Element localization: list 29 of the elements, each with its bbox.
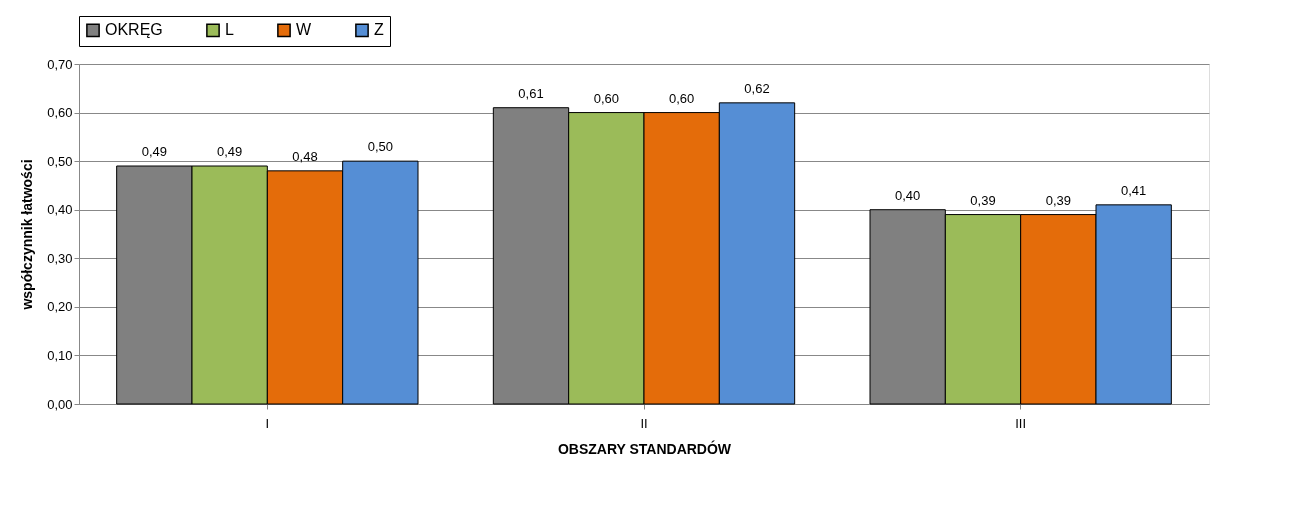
data-label: 0,49 — [141, 144, 167, 159]
legend-label: L — [225, 21, 234, 39]
y-tick-label: 0,40 — [47, 202, 73, 218]
legend-label: Z — [374, 21, 384, 39]
y-tick-label: 0,50 — [47, 153, 73, 169]
legend-label: W — [296, 21, 312, 39]
y-tick-label: 0,30 — [47, 250, 73, 266]
data-label: 0,41 — [1121, 182, 1147, 198]
data-label: 0,60 — [669, 90, 695, 106]
y-tick-label: 0,70 — [47, 56, 73, 72]
data-label: 0,40 — [895, 187, 921, 203]
y-tick-label: 0,20 — [47, 299, 73, 315]
x-axis-title: OBSZARY STANDARDÓW — [557, 439, 732, 457]
x-tick-label: II — [640, 415, 648, 431]
y-tick-label: 0,60 — [47, 105, 73, 121]
data-label: 0,49 — [217, 144, 243, 159]
data-label: 0,61 — [518, 85, 544, 101]
data-label: 0,62 — [744, 80, 770, 96]
y-tick-label: 0,00 — [47, 396, 73, 412]
x-tick-label: I — [265, 415, 270, 431]
y-tick-label: 0,10 — [47, 347, 73, 363]
data-label: 0,39 — [1045, 192, 1071, 208]
legend-label: OKRĘG — [105, 21, 163, 39]
data-label: 0,60 — [593, 90, 619, 106]
data-label: 0,50 — [367, 139, 393, 155]
data-label: 0,48 — [292, 148, 318, 164]
data-label: 0,39 — [970, 192, 996, 208]
x-tick-label: III — [1015, 415, 1027, 431]
y-axis-title: współczynnik łatwości — [19, 159, 36, 311]
